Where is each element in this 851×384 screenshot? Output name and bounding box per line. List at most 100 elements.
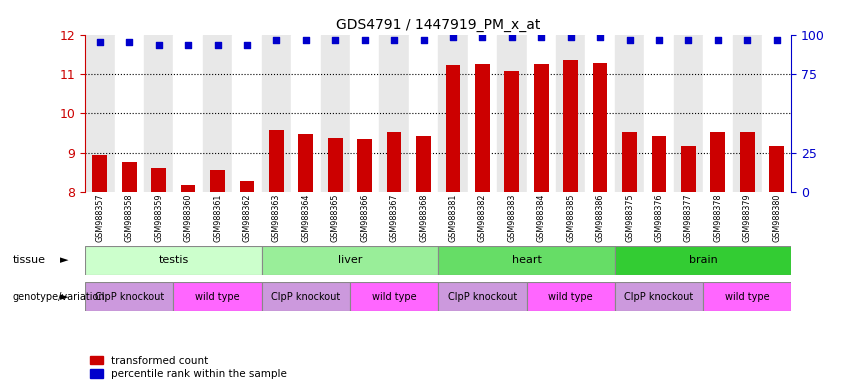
Bar bbox=[762, 35, 791, 192]
Bar bbox=[614, 35, 644, 192]
Point bbox=[711, 36, 725, 43]
Text: genotype/variation: genotype/variation bbox=[13, 291, 106, 302]
Text: ClpP knockout: ClpP knockout bbox=[271, 291, 340, 302]
Bar bbox=[527, 35, 556, 192]
Bar bbox=[350, 35, 380, 192]
Bar bbox=[85, 35, 115, 192]
Point bbox=[123, 40, 136, 46]
Bar bbox=[703, 35, 733, 192]
Bar bbox=[262, 282, 350, 311]
Bar bbox=[497, 35, 527, 192]
Point bbox=[240, 42, 254, 48]
Point bbox=[505, 34, 518, 40]
Point bbox=[682, 36, 695, 43]
Bar bbox=[115, 35, 144, 192]
Text: brain: brain bbox=[688, 255, 717, 265]
Bar bbox=[438, 282, 527, 311]
Bar bbox=[614, 246, 791, 275]
Bar bbox=[446, 65, 460, 192]
Bar bbox=[740, 132, 755, 192]
Title: GDS4791 / 1447919_PM_x_at: GDS4791 / 1447919_PM_x_at bbox=[336, 18, 540, 32]
Text: heart: heart bbox=[511, 255, 541, 265]
Bar bbox=[262, 35, 291, 192]
Point bbox=[328, 36, 342, 43]
Text: wild type: wild type bbox=[725, 291, 769, 302]
Point bbox=[564, 34, 578, 40]
Bar bbox=[380, 35, 408, 192]
Text: wild type: wild type bbox=[372, 291, 416, 302]
Bar bbox=[269, 130, 283, 192]
Bar bbox=[240, 181, 254, 192]
Bar bbox=[681, 146, 696, 192]
Bar bbox=[357, 139, 372, 192]
Point bbox=[446, 34, 460, 40]
Point bbox=[534, 34, 548, 40]
Bar bbox=[674, 35, 703, 192]
Bar bbox=[321, 35, 350, 192]
Bar bbox=[622, 132, 637, 192]
Bar bbox=[644, 35, 674, 192]
Bar bbox=[468, 35, 497, 192]
Bar bbox=[350, 282, 438, 311]
Bar bbox=[733, 35, 762, 192]
Bar bbox=[151, 167, 166, 192]
Bar bbox=[585, 35, 614, 192]
Bar bbox=[505, 71, 519, 192]
Bar bbox=[180, 185, 196, 192]
Bar bbox=[438, 35, 468, 192]
Point bbox=[299, 36, 312, 43]
Point bbox=[358, 36, 372, 43]
Text: ClpP knockout: ClpP knockout bbox=[94, 291, 164, 302]
Bar bbox=[593, 63, 608, 192]
Legend: transformed count, percentile rank within the sample: transformed count, percentile rank withi… bbox=[90, 356, 287, 379]
Bar bbox=[527, 282, 614, 311]
Text: ClpP knockout: ClpP knockout bbox=[448, 291, 517, 302]
Bar bbox=[210, 170, 225, 192]
Bar bbox=[769, 146, 784, 192]
Point bbox=[770, 36, 784, 43]
Point bbox=[151, 42, 165, 48]
Point bbox=[740, 36, 754, 43]
Bar bbox=[299, 134, 313, 192]
Point bbox=[417, 36, 431, 43]
Text: tissue: tissue bbox=[13, 255, 46, 265]
Bar bbox=[144, 35, 174, 192]
Bar bbox=[534, 64, 549, 192]
Point bbox=[476, 34, 489, 40]
Point bbox=[593, 34, 607, 40]
Bar bbox=[416, 136, 431, 192]
Point bbox=[181, 42, 195, 48]
Bar bbox=[93, 155, 107, 192]
Text: testis: testis bbox=[158, 255, 189, 265]
Bar bbox=[174, 35, 203, 192]
Bar bbox=[386, 132, 402, 192]
Point bbox=[623, 36, 637, 43]
Bar bbox=[652, 136, 666, 192]
Bar bbox=[556, 35, 585, 192]
Text: wild type: wild type bbox=[548, 291, 593, 302]
Bar bbox=[85, 282, 174, 311]
Text: ►: ► bbox=[60, 255, 68, 265]
Bar bbox=[563, 60, 578, 192]
Bar bbox=[328, 138, 343, 192]
Point bbox=[652, 36, 665, 43]
Text: liver: liver bbox=[338, 255, 363, 265]
Text: wild type: wild type bbox=[195, 291, 240, 302]
Bar bbox=[232, 35, 262, 192]
Bar bbox=[475, 64, 490, 192]
Bar bbox=[291, 35, 321, 192]
Point bbox=[93, 40, 106, 46]
Point bbox=[387, 36, 401, 43]
Bar bbox=[203, 35, 232, 192]
Point bbox=[211, 42, 225, 48]
Bar bbox=[262, 246, 438, 275]
Text: ►: ► bbox=[60, 291, 68, 302]
Text: ClpP knockout: ClpP knockout bbox=[625, 291, 694, 302]
Point bbox=[270, 36, 283, 43]
Bar bbox=[174, 282, 262, 311]
Bar bbox=[711, 132, 725, 192]
Bar bbox=[408, 35, 438, 192]
Bar bbox=[438, 246, 614, 275]
Bar bbox=[614, 282, 703, 311]
Bar bbox=[85, 246, 262, 275]
